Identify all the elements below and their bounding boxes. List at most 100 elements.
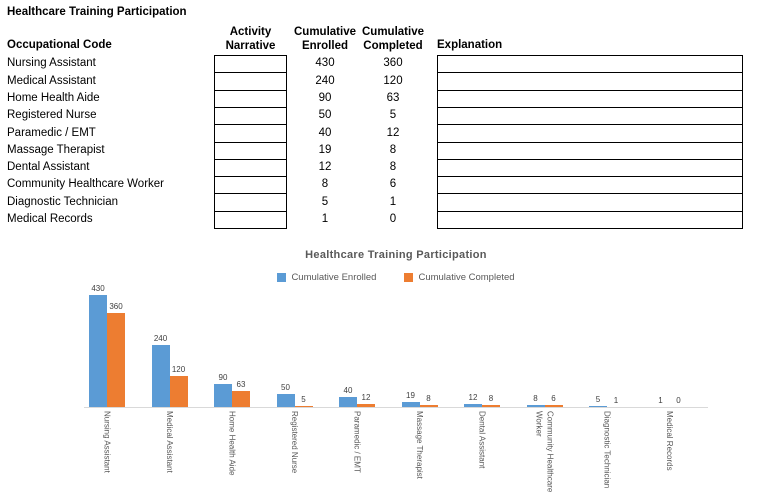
explanation-cell[interactable] [437, 90, 743, 108]
bar-completed [294, 406, 313, 407]
x-axis-label: Medical Records [665, 411, 674, 471]
occupation-cell: Paramedic / EMT [7, 127, 96, 139]
bar-enrolled [526, 405, 545, 407]
enrolled-cell: 90 [318, 92, 332, 104]
x-axis-line [84, 407, 708, 408]
bar-enrolled [89, 295, 107, 407]
occupation-cell: Diagnostic Technician [7, 196, 119, 208]
completed-cell: 8 [389, 144, 397, 156]
activity-narrative-cell[interactable] [214, 72, 287, 91]
x-axis-label: Massage Therapist [415, 411, 424, 479]
occupation-cell: Medical Assistant [7, 75, 96, 87]
bar-enrolled [276, 394, 295, 407]
data-label-enrolled: 5 [595, 395, 601, 404]
activity-narrative-cell[interactable] [214, 159, 287, 177]
explanation-cell[interactable] [437, 159, 743, 177]
x-axis-label: Paramedic / EMT [352, 411, 362, 473]
data-label-enrolled: 1 [658, 396, 663, 405]
completed-cell: 120 [383, 75, 403, 87]
enrolled-cell: 19 [318, 144, 332, 156]
data-label-completed: 12 [361, 393, 371, 402]
legend-label-completed: Cumulative Completed [418, 272, 515, 283]
column-header-explanation: Explanation [437, 39, 503, 51]
activity-narrative-cell[interactable] [214, 142, 287, 160]
data-label-enrolled: 19 [406, 391, 415, 400]
completed-cell: 360 [383, 57, 403, 69]
chart-title: Healthcare Training Participation [305, 249, 487, 261]
bar-enrolled [214, 384, 232, 407]
column-header-activity-narrative: Activity Narrative [225, 26, 276, 52]
enrolled-series-swatch-icon [277, 273, 287, 282]
sheet-title: Healthcare Training Participation [7, 6, 187, 18]
data-label-completed: 1 [613, 396, 619, 405]
enrolled-cell: 12 [318, 161, 332, 173]
completed-cell: 0 [389, 213, 397, 225]
column-header-cumulative-enrolled: Cumulative Enrolled [294, 26, 356, 52]
data-label-enrolled: 12 [468, 393, 478, 402]
activity-narrative-cell[interactable] [214, 176, 287, 194]
enrolled-cell: 1 [321, 213, 329, 225]
bar-completed [169, 376, 188, 407]
data-label-enrolled: 8 [533, 394, 538, 403]
x-axis-label: Medical Assistant [165, 411, 174, 473]
data-label-completed: 6 [551, 394, 556, 403]
data-label-enrolled: 50 [281, 383, 290, 392]
data-label-enrolled: 40 [343, 386, 353, 395]
explanation-cell[interactable] [437, 193, 743, 212]
legend-item-enrolled: Cumulative Enrolled [277, 272, 376, 283]
bar-completed [107, 313, 125, 407]
data-label-completed: 63 [236, 380, 246, 389]
enrolled-cell: 430 [315, 57, 335, 69]
data-label-completed: 5 [301, 395, 306, 404]
explanation-cell[interactable] [437, 107, 743, 125]
bar-enrolled [339, 397, 357, 407]
activity-narrative-cell[interactable] [214, 211, 287, 229]
completed-cell: 6 [389, 178, 397, 190]
explanation-cell[interactable] [437, 55, 743, 73]
x-axis-label: Registered Nurse [290, 411, 299, 474]
enrolled-cell: 5 [321, 196, 329, 208]
x-axis-label: Dental Assistant [477, 411, 487, 469]
activity-narrative-cell[interactable] [214, 55, 287, 73]
x-axis-label: Community Healthcare Worker [534, 411, 555, 493]
activity-narrative-cell[interactable] [214, 90, 287, 108]
legend-label-enrolled: Cumulative Enrolled [291, 272, 377, 283]
bar-enrolled [464, 404, 482, 407]
activity-narrative-cell[interactable] [214, 124, 287, 143]
explanation-cell[interactable] [437, 72, 743, 91]
explanation-cell[interactable] [437, 142, 743, 160]
legend-item-completed: Cumulative Completed [404, 272, 515, 283]
data-label-enrolled: 430 [91, 284, 105, 293]
completed-cell: 1 [389, 196, 397, 208]
completed-cell: 8 [389, 161, 397, 173]
occupation-cell: Home Health Aide [7, 92, 100, 104]
data-label-completed: 8 [488, 394, 494, 403]
explanation-cell[interactable] [437, 211, 743, 229]
bar-enrolled [151, 345, 170, 407]
bar-enrolled [589, 406, 607, 407]
explanation-cell[interactable] [437, 176, 743, 194]
explanation-cell[interactable] [437, 124, 743, 143]
data-label-completed: 360 [109, 302, 123, 311]
completed-cell: 63 [386, 92, 400, 104]
activity-narrative-cell[interactable] [214, 107, 287, 125]
column-header-cumulative-completed: Cumulative Completed [362, 26, 424, 52]
x-axis-label: Home Health Aide [227, 411, 237, 476]
enrolled-cell: 240 [315, 75, 335, 87]
occupation-cell: Dental Assistant [7, 161, 90, 173]
occupation-cell: Medical Records [7, 213, 93, 225]
enrolled-cell: 50 [318, 109, 332, 121]
bar-completed [544, 405, 563, 407]
completed-series-swatch-icon [404, 273, 414, 282]
enrolled-cell: 8 [321, 178, 329, 190]
occupation-cell: Registered Nurse [7, 109, 97, 121]
data-label-completed: 120 [171, 365, 186, 374]
activity-narrative-cell[interactable] [214, 193, 287, 212]
occupation-cell: Nursing Assistant [7, 57, 96, 69]
x-axis-label: Nursing Assistant [102, 411, 112, 473]
data-label-enrolled: 90 [218, 373, 228, 382]
data-label-completed: 8 [426, 394, 431, 403]
data-label-completed: 0 [676, 396, 681, 405]
enrolled-cell: 40 [318, 127, 332, 139]
chart-legend: Cumulative Enrolled Cumulative Completed [85, 272, 707, 283]
